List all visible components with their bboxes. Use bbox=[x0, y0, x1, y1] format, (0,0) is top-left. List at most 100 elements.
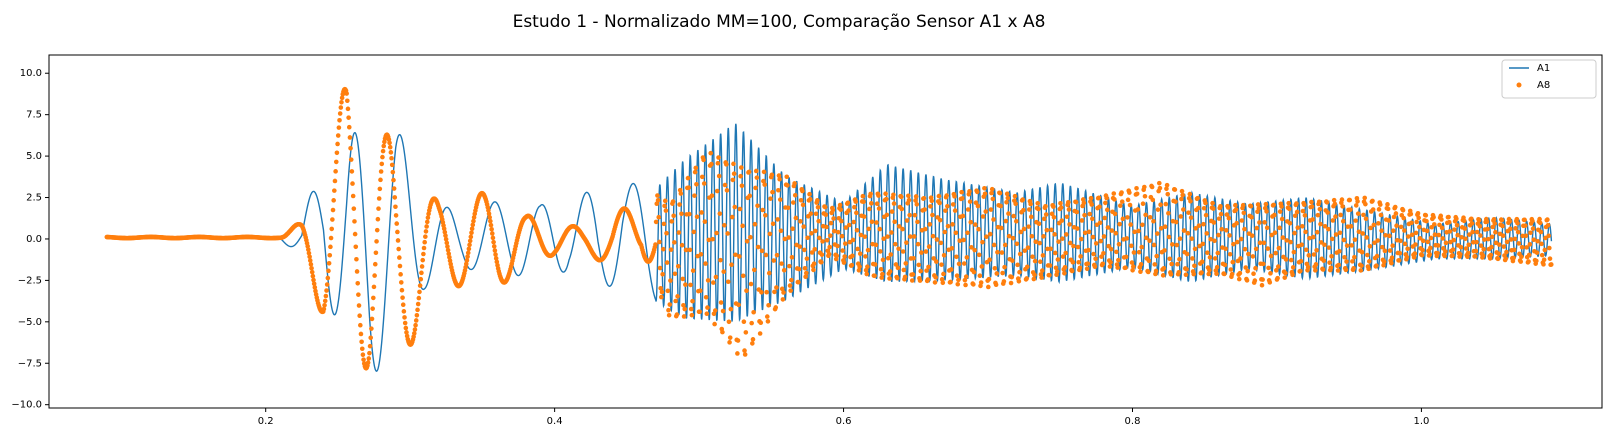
series-a8-point bbox=[812, 246, 818, 252]
series-a8-point bbox=[1233, 207, 1239, 212]
series-a8-point bbox=[1461, 218, 1467, 224]
series-a8-point bbox=[1188, 198, 1193, 204]
series-a8-point bbox=[1127, 190, 1132, 195]
series-a8-point bbox=[414, 313, 420, 318]
series-a8-point bbox=[766, 302, 771, 308]
series-a8-point bbox=[717, 211, 723, 216]
series-a8-point bbox=[779, 261, 784, 266]
series-a8-point bbox=[1038, 259, 1043, 265]
series-a8-point bbox=[1353, 203, 1359, 208]
series-a8-point bbox=[1261, 240, 1267, 246]
series-a8-point bbox=[994, 271, 1000, 276]
series-a8-point bbox=[1442, 253, 1447, 259]
series-a8-point bbox=[860, 193, 866, 199]
series-a8-point bbox=[945, 223, 951, 229]
series-a8-point bbox=[465, 250, 471, 256]
series-a8-point bbox=[1080, 197, 1086, 202]
series-a8-point bbox=[823, 212, 829, 218]
series-a8-point bbox=[1119, 199, 1125, 204]
series-a8-point bbox=[1392, 204, 1398, 210]
series-a8-point bbox=[1154, 253, 1159, 259]
series-a8-point bbox=[953, 230, 959, 236]
series-a8-point bbox=[753, 185, 758, 191]
series-a8-point bbox=[335, 141, 340, 147]
series-a8-point bbox=[796, 279, 801, 285]
series-a8-point bbox=[1352, 237, 1358, 242]
series-a8-point bbox=[1405, 234, 1411, 239]
series-a8-point bbox=[1099, 254, 1104, 259]
series-a8-point bbox=[1277, 225, 1282, 231]
series-a8-point bbox=[419, 270, 424, 276]
series-a8-point bbox=[824, 224, 829, 230]
series-a8-point bbox=[1292, 230, 1297, 236]
series-a8-point bbox=[348, 145, 353, 151]
legend-a8-marker bbox=[1516, 82, 1522, 88]
series-a8-point bbox=[1336, 262, 1342, 268]
series-a8-point bbox=[447, 254, 452, 260]
series-a8-point bbox=[1064, 232, 1069, 237]
series-a8-point bbox=[1146, 258, 1152, 264]
series-a8-point bbox=[771, 258, 777, 263]
series-a8-point bbox=[1151, 218, 1156, 224]
series-a8-point bbox=[1340, 218, 1346, 224]
series-a8-point bbox=[1472, 254, 1478, 259]
series-a8-point bbox=[657, 265, 663, 271]
series-a8-point bbox=[488, 218, 493, 224]
series-a8-point bbox=[1203, 212, 1209, 218]
series-a8-point bbox=[904, 240, 909, 245]
series-a8-point bbox=[872, 273, 877, 279]
series-a8-point bbox=[1413, 242, 1418, 247]
series-a8-point bbox=[885, 234, 890, 239]
series-a8-point bbox=[1028, 201, 1033, 207]
series-a8-point bbox=[1499, 217, 1505, 223]
series-a8-point bbox=[1348, 207, 1353, 212]
series-a8-point bbox=[969, 245, 974, 250]
series-a8-point bbox=[931, 256, 936, 261]
series-a8-point bbox=[1138, 269, 1143, 275]
series-a8-point bbox=[735, 351, 740, 356]
series-a8-point bbox=[322, 298, 328, 304]
series-a8-point bbox=[973, 200, 979, 206]
series-a8-point bbox=[938, 240, 944, 246]
series-a8-point bbox=[1425, 239, 1431, 245]
series-a8-point bbox=[1301, 202, 1307, 208]
series-a8-point bbox=[1090, 234, 1096, 240]
series-a8-point bbox=[957, 238, 963, 244]
series-a8-point bbox=[486, 211, 492, 217]
series-a8-point bbox=[986, 284, 991, 290]
series-a8-point bbox=[1047, 263, 1053, 268]
series-a8-point bbox=[952, 208, 958, 213]
series-a8-point bbox=[309, 265, 314, 271]
series-a8-point bbox=[770, 189, 775, 195]
series-a8-point bbox=[1242, 246, 1248, 252]
series-a8-point bbox=[1051, 214, 1057, 220]
series-a8-point bbox=[883, 196, 889, 202]
series-a8-point bbox=[1283, 270, 1288, 276]
series-a8-point bbox=[679, 211, 684, 217]
series-a8-point bbox=[1412, 251, 1418, 256]
series-a8-point bbox=[898, 194, 904, 200]
series-a8-point bbox=[1265, 246, 1271, 251]
series-a8-point bbox=[1371, 222, 1377, 228]
series-a8-point bbox=[1378, 202, 1383, 207]
series-a8-point bbox=[350, 193, 356, 199]
series-a8-point bbox=[766, 270, 772, 276]
y-tick-label: −5.0 bbox=[18, 317, 42, 328]
series-a8-point bbox=[351, 206, 357, 211]
series-a8-point bbox=[927, 222, 933, 227]
series-a8-point bbox=[1035, 200, 1041, 206]
series-a8-point bbox=[1161, 265, 1167, 271]
series-a8-point bbox=[737, 254, 742, 259]
series-a8-point bbox=[1474, 239, 1479, 245]
series-a8-point bbox=[801, 224, 806, 229]
series-a8-point bbox=[893, 241, 898, 247]
series-a8-point bbox=[865, 264, 870, 270]
series-a8-point bbox=[703, 294, 709, 300]
series-a8-point bbox=[1111, 191, 1117, 196]
series-a8-point bbox=[420, 257, 426, 263]
series-a8-point bbox=[724, 188, 730, 193]
series-a8-point bbox=[681, 302, 686, 308]
series-a8-point bbox=[1243, 265, 1249, 270]
series-a8-point bbox=[1318, 221, 1323, 227]
series-a8-point bbox=[391, 177, 396, 183]
